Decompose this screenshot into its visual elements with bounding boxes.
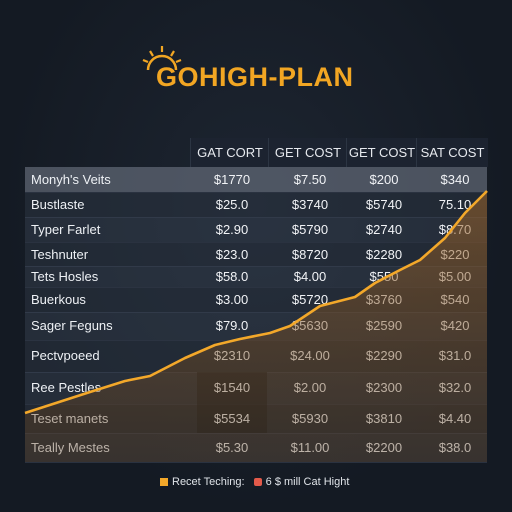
table-header: GAT CORT GET COST GET COST SAT COST [25, 138, 488, 167]
table-cell: $11.00 [290, 440, 330, 455]
column-header[interactable]: GET COST [268, 138, 347, 167]
page-title: GOHIGH-PLAN [156, 62, 354, 92]
table-cell: $58.0 [215, 269, 249, 284]
row-label: Teshnuter [31, 247, 89, 262]
table-cell: $1540 [197, 372, 267, 404]
legend-label: 6 $ mill Cat Hight [265, 476, 350, 488]
cost-table: GAT CORT GET COST GET COST SAT COST [25, 138, 488, 167]
legend-label: Recet Teching: [172, 476, 245, 488]
table-row[interactable]: Typer Farlet $2.90 $5790 $2740 $8.70 [25, 217, 487, 243]
table-cell: $3760 [365, 292, 403, 307]
table-cell: $8720 [291, 247, 329, 262]
table-cell: $220 [440, 247, 470, 262]
table-row[interactable]: Teshnuter $23.0 $8720 $2280 $220 [25, 243, 487, 267]
table-cell: 75.10 [438, 197, 472, 212]
row-label: Buerkous [31, 292, 86, 307]
legend-swatch [253, 478, 262, 487]
table-cell: $5.00 [438, 269, 472, 284]
sun-icon [142, 46, 182, 71]
table-row[interactable]: Pectvpoeed $2310 $24.00 $2290 $31.0 [25, 340, 487, 373]
table-row[interactable]: Teset manets $5534 $5930 $3810 $4.40 [25, 404, 487, 434]
table-cell: $2.90 [215, 222, 249, 237]
table-cell: $420 [440, 318, 470, 333]
table-cell: $31.0 [438, 348, 472, 363]
table-cell: $5.30 [215, 440, 249, 455]
table-cell: $32.0 [438, 380, 472, 395]
chart-legend: Recet Teching: 6 $ mill Cat Hight [160, 476, 349, 488]
table-cell: $3.00 [215, 292, 249, 307]
table-row[interactable]: Buerkous $3.00 $5720 $3760 $540 [25, 287, 487, 313]
table-cell: $79.0 [215, 318, 249, 333]
row-label: Bustlaste [31, 197, 85, 212]
table-cell: $200 [369, 172, 399, 187]
table-cell: $5720 [291, 292, 329, 307]
table-cell: $23.0 [215, 247, 249, 262]
table-cell: $550 [369, 269, 399, 284]
table-cell: $4.40 [438, 411, 472, 426]
table-cell: $25.0 [215, 197, 249, 212]
table-cell: $7.50 [293, 172, 327, 187]
table-row[interactable]: Sager Feguns $79.0 $5630 $2590 $420 [25, 312, 487, 341]
table-cell: $2740 [365, 222, 403, 237]
row-label: Pectvpoeed [31, 348, 100, 363]
table-row[interactable]: Tets Hosles $58.0 $4.00 $550 $5.00 [25, 266, 487, 288]
legend-swatch [160, 478, 168, 487]
table-cell: $540 [440, 292, 470, 307]
table-cell: $4.00 [293, 269, 327, 284]
row-label: Teset manets [31, 411, 109, 426]
table-cell: $2590 [365, 318, 403, 333]
row-label: Tets Hosles [31, 269, 99, 284]
table-cell: $340 [440, 172, 470, 187]
column-header[interactable]: SAT COST [416, 138, 488, 167]
table-cell: $5630 [291, 318, 329, 333]
row-label: Teally Mestes [31, 440, 110, 455]
table-cell: $2300 [365, 380, 403, 395]
table-cell: $5790 [291, 222, 329, 237]
table-row[interactable]: Ree Pestles $1540 $2.00 $2300 $32.0 [25, 372, 487, 405]
table-cell: $3740 [291, 197, 329, 212]
table-cell: $38.0 [438, 440, 472, 455]
table-row[interactable]: Monyh's Veits $1770 $7.50 $200 $340 [25, 167, 487, 193]
table-cell: $3810 [365, 411, 403, 426]
row-label: Ree Pestles [31, 380, 102, 395]
table-row[interactable]: Teally Mestes $5.30 $11.00 $2200 $38.0 [25, 433, 487, 463]
table-cell: $2280 [365, 247, 403, 262]
row-label: Monyh's Veits [31, 172, 111, 187]
row-label: Sager Feguns [31, 318, 113, 333]
table-cell: $5740 [365, 197, 403, 212]
column-header[interactable]: GET COST [346, 138, 417, 167]
table-cell: $8.70 [438, 222, 472, 237]
table-cell: $2290 [365, 348, 403, 363]
row-label: Typer Farlet [31, 222, 101, 237]
table-cell: $2310 [213, 348, 251, 363]
table-cell: $2200 [365, 440, 403, 455]
table-cell: $24.00 [290, 348, 330, 363]
column-header[interactable]: GAT CORT [190, 138, 269, 167]
table-cell: $2.00 [293, 380, 327, 395]
table-cell: $5534 [197, 404, 267, 433]
table-cell: $1770 [213, 172, 251, 187]
table-cell: $5930 [291, 411, 329, 426]
table-row[interactable]: Bustlaste $25.0 $3740 $5740 75.10 [25, 193, 487, 218]
